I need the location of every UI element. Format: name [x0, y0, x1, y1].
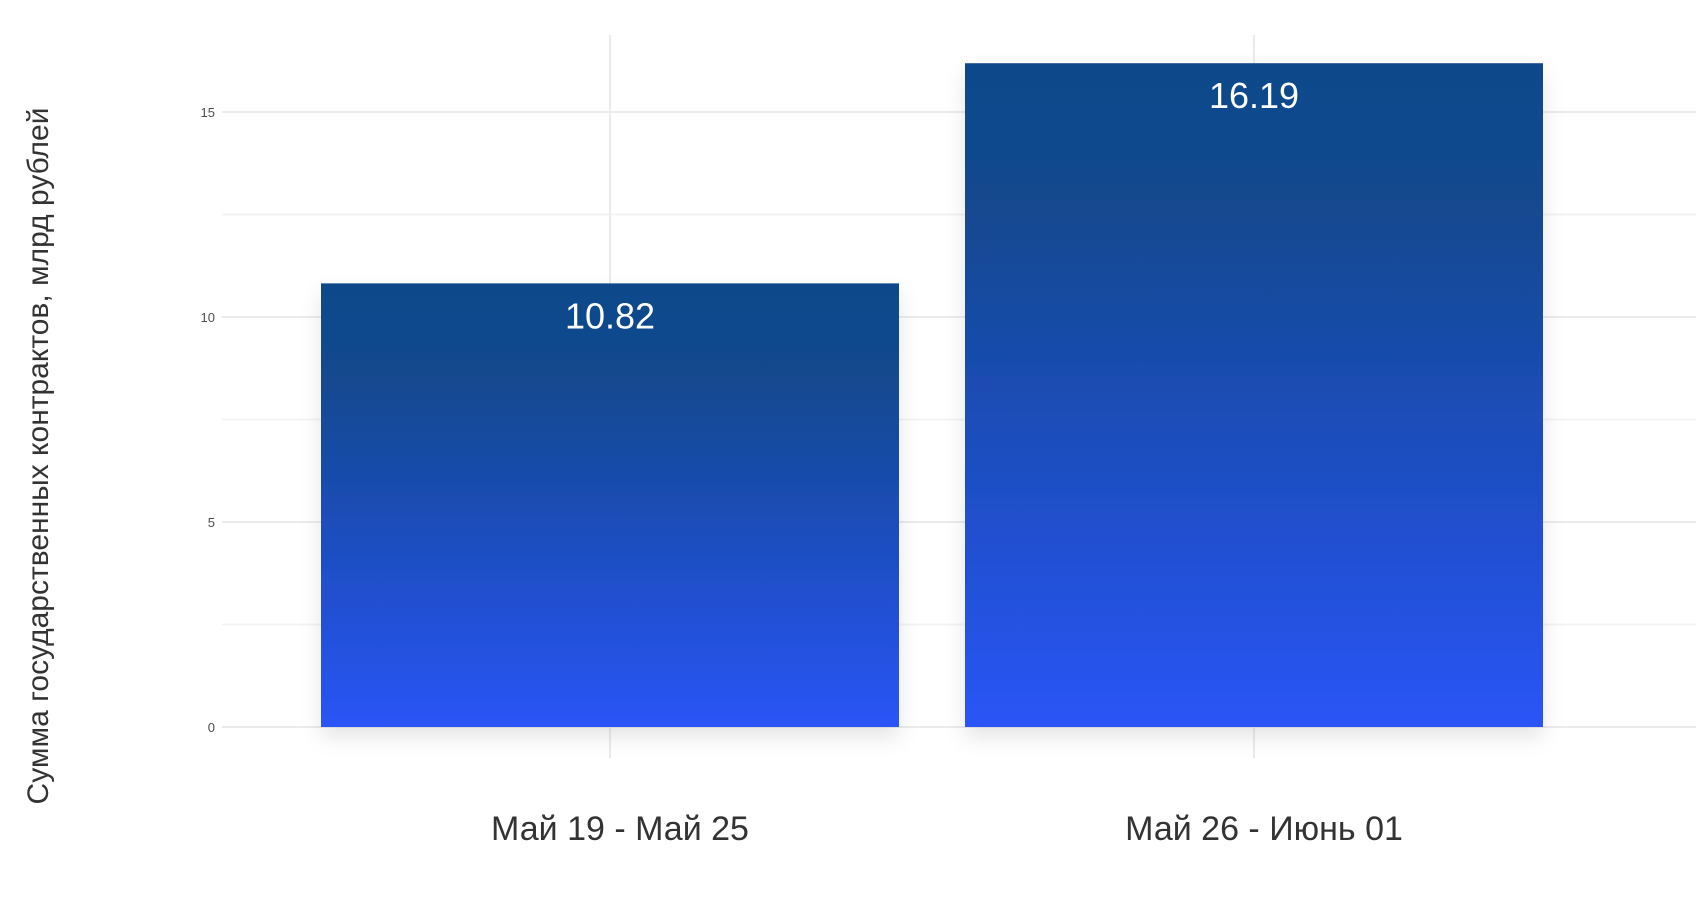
x-tick-label: Май 26 - Июнь 01 — [1125, 810, 1403, 848]
bars — [321, 63, 1543, 727]
y-tick-label: 0 — [208, 720, 215, 735]
x-axis: Май 19 - Май 25 Май 26 - Июнь 01 — [491, 810, 1403, 848]
bar-labels: 10.82 16.19 — [565, 75, 1299, 336]
y-tick-label: 5 — [208, 515, 215, 530]
y-axis-title: Сумма государственных контрактов, млрд р… — [22, 108, 55, 805]
x-tick-label: Май 19 - Май 25 — [491, 810, 749, 848]
bar — [965, 63, 1543, 727]
y-tick-label: 15 — [201, 105, 215, 120]
y-tick-label: 10 — [201, 310, 215, 325]
y-axis: 0 5 10 15 — [201, 105, 215, 735]
bar-value-label: 10.82 — [565, 295, 655, 336]
bar-value-label: 16.19 — [1209, 75, 1299, 116]
bar — [321, 283, 899, 727]
